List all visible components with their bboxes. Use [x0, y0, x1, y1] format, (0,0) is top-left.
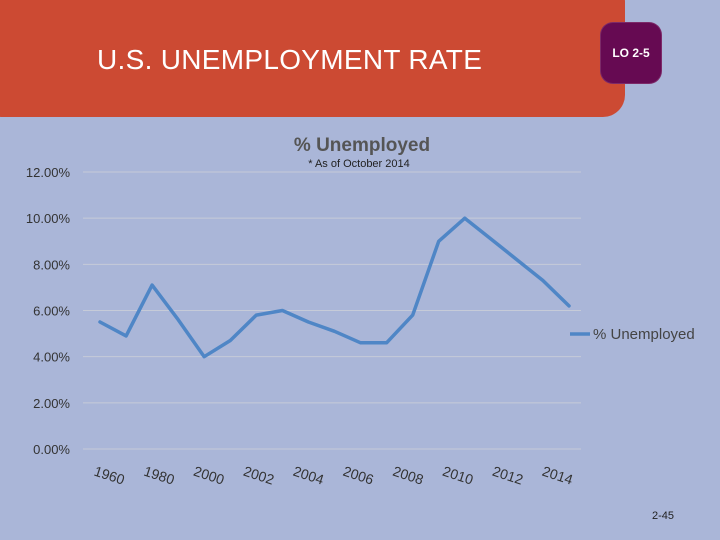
x-tick-label: 2008 [391, 463, 426, 488]
legend: % Unemployed [570, 326, 695, 343]
x-tick-label: 2014 [540, 463, 575, 488]
slide-title: U.S. UNEMPLOYMENT RATE [97, 44, 483, 75]
y-tick-label: 2.00% [33, 396, 70, 411]
lo-badge: LO 2-5 [601, 23, 661, 83]
x-tick-label: 2000 [192, 463, 227, 488]
chart-annotation: * As of October 2014 [308, 158, 410, 170]
y-axis-ticks: 0.00% 2.00% 4.00% 6.00% 8.00% 10.00% 12.00% [26, 165, 71, 457]
gridlines [83, 171, 581, 450]
y-tick-label: 10.00% [26, 211, 71, 226]
y-tick-label: 4.00% [33, 350, 70, 365]
x-tick-label: 2006 [341, 463, 376, 488]
x-tick-label: 2004 [291, 463, 326, 488]
series-line [98, 216, 571, 359]
y-tick-label: 6.00% [33, 304, 70, 319]
x-tick-label: 1960 [92, 463, 127, 488]
legend-label: % Unemployed [593, 326, 695, 343]
title-banner [0, 0, 625, 117]
x-tick-label: 2012 [491, 463, 526, 488]
y-tick-label: 8.00% [33, 257, 70, 272]
series-layer [98, 216, 571, 359]
x-tick-label: 2002 [242, 463, 277, 488]
y-tick-label: 0.00% [33, 442, 70, 457]
chart-title: % Unemployed [294, 135, 430, 156]
x-tick-label: 1980 [142, 463, 177, 488]
page-number: 2-45 [652, 510, 675, 522]
x-axis-ticks: 1960 1980 2000 2002 2004 2006 2008 2010 2012 2014 [92, 463, 575, 488]
x-tick-label: 2010 [441, 463, 476, 488]
y-tick-label: 12.00% [26, 165, 71, 180]
